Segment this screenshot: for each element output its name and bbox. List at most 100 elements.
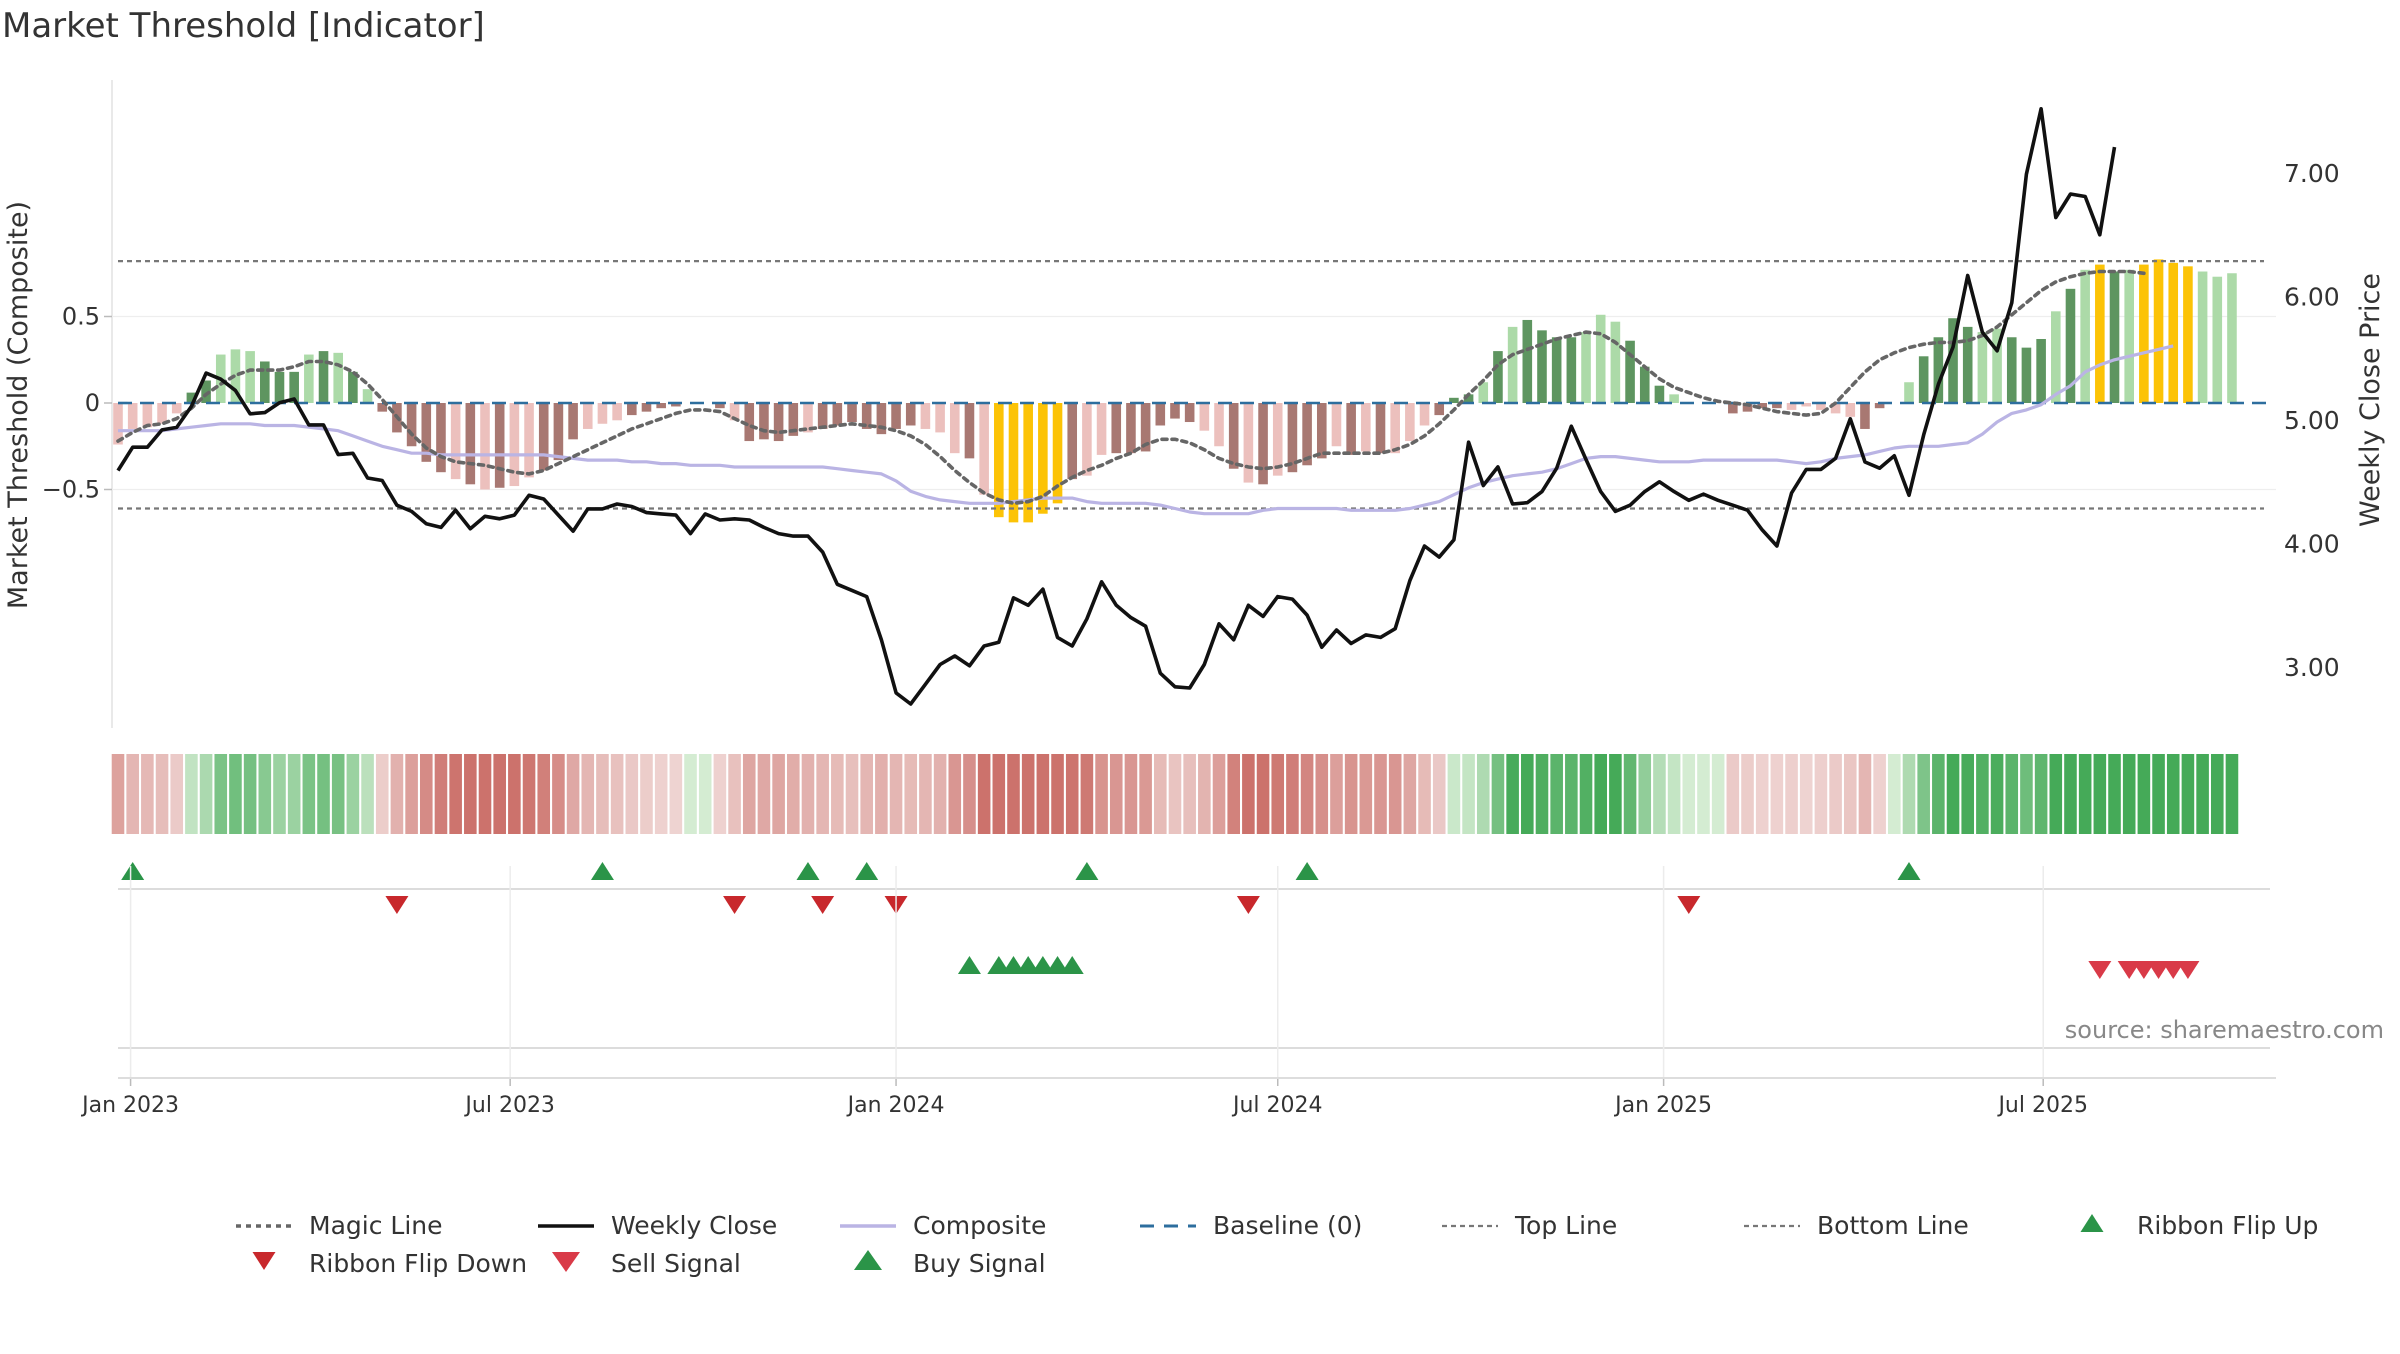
composite-bar-119	[1860, 403, 1870, 429]
composite-bar-139	[2153, 259, 2164, 403]
ribbon-flip-up-marker-1	[590, 862, 614, 880]
ribbon-cell-44	[757, 754, 771, 834]
sell-signal-marker-0	[2088, 961, 2112, 979]
composite-bar-77	[1243, 403, 1254, 483]
composite-bar-110	[1728, 403, 1738, 414]
legend-item-0: Magic Line	[236, 1211, 443, 1240]
composite-bar-106	[1669, 394, 1679, 403]
composite-bar-53	[891, 403, 901, 429]
ribbon-strip	[111, 754, 2239, 834]
ribbon-cell-86	[1374, 754, 1387, 834]
composite-bar-94	[1493, 351, 1503, 403]
composite-bar-80	[1287, 403, 1298, 473]
ribbon-cell-26	[493, 754, 506, 834]
composite-bar-13	[304, 354, 314, 403]
ribbon-cell-41	[713, 754, 727, 834]
ribbon-cell-28	[522, 754, 536, 834]
ribbon-cell-56	[933, 754, 947, 834]
y2-axis-label: Weekly Close Price	[2355, 273, 2386, 527]
composite-bar-34	[612, 403, 622, 421]
composite-bar-44	[759, 403, 769, 440]
composite-bar-105	[1654, 385, 1665, 403]
composite-bar-75	[1214, 403, 1224, 447]
ribbon-cell-62	[1021, 754, 1035, 834]
ribbon-cell-18	[375, 754, 389, 834]
composite-bar-116	[1816, 403, 1826, 410]
ribbon-cell-77	[1242, 754, 1255, 834]
ribbon-cell-75	[1212, 754, 1226, 834]
composite-bar-61	[1008, 403, 1019, 523]
composite-bar-88	[1405, 403, 1415, 442]
composite-bar-91	[1449, 397, 1459, 403]
composite-bar-128	[1992, 328, 2002, 403]
ribbon-cell-107	[1682, 754, 1696, 834]
ribbon-cell-23	[449, 754, 462, 834]
y-axis-ticks: 0.5 0 −0.5	[42, 303, 112, 504]
composite-bar-64	[1052, 403, 1063, 504]
ribbon-cell-143	[2210, 754, 2224, 834]
legend-item-4: Top Line	[1442, 1211, 1617, 1240]
sell-signal-marker-1	[2117, 961, 2141, 979]
ribbon-cell-135	[2093, 754, 2107, 834]
ribbon-cell-125	[1946, 754, 1960, 834]
composite-bar-97	[1537, 330, 1547, 403]
y2-tick-label-4: 3.00	[2284, 653, 2340, 682]
composite-bar-30	[553, 403, 564, 461]
ribbon-flip-down-marker-2	[811, 896, 835, 914]
ribbon-cell-127	[1976, 754, 1989, 834]
ribbon-cell-138	[2137, 754, 2151, 834]
ribbon-cell-136	[2108, 754, 2121, 834]
ribbon-cell-25	[478, 754, 492, 834]
composite-bars	[113, 259, 2237, 523]
buy-signal-marker-5	[1046, 956, 1070, 974]
composite-bar-144	[2227, 273, 2237, 403]
ribbon-cell-43	[742, 754, 756, 834]
magic-line	[116, 269, 2146, 506]
composite-bar-2	[142, 403, 153, 428]
composite-bar-140	[2168, 262, 2179, 403]
ribbon-cell-55	[919, 754, 932, 834]
x-axis-ticks: Jan 2023 Jul 2023 Jan 2024 Jul 2024 Jan 2025…	[80, 866, 2276, 1118]
ribbon-cell-61	[1007, 754, 1020, 834]
ribbon-cell-134	[2078, 754, 2092, 834]
y2-tick-label-2: 5.00	[2284, 406, 2340, 435]
ribbon-cell-90	[1432, 754, 1446, 834]
ribbon-cell-104	[1638, 754, 1652, 834]
ribbon-cell-111	[1741, 754, 1754, 834]
composite-bar-58	[964, 403, 975, 459]
ribbon-cell-88	[1403, 754, 1417, 834]
composite-bar-20	[406, 403, 417, 447]
ribbon-cell-71	[1154, 754, 1167, 834]
composite-bar-0	[113, 403, 123, 445]
ribbon-cell-91	[1447, 754, 1461, 834]
composite-bar-102	[1610, 321, 1621, 403]
ribbon-cell-63	[1036, 754, 1050, 834]
composite-bar-27	[509, 403, 520, 487]
x-tick-label-5: Jul 2025	[1996, 1093, 2088, 1118]
composite-bar-43	[744, 403, 755, 442]
ribbon-flip-up-marker-2	[796, 862, 820, 880]
ribbon-cell-60	[992, 754, 1006, 834]
main-lines	[116, 107, 2174, 706]
composite-bar-15	[333, 352, 343, 403]
composite-bar-130	[2021, 347, 2032, 403]
composite-bar-56	[935, 403, 945, 433]
composite-bar-120	[1874, 403, 1885, 409]
composite-bar-93	[1478, 382, 1489, 403]
legend-item-2: Composite	[840, 1211, 1046, 1240]
composite-bar-5	[186, 392, 197, 403]
legend-label-0: Magic Line	[309, 1211, 443, 1240]
composite-bar-12	[289, 371, 299, 403]
ribbon-cell-140	[2166, 754, 2180, 834]
composite-bar-122	[1904, 382, 1914, 403]
composite-bar-3	[157, 403, 167, 424]
ribbon-flip-up-marker-5	[1295, 862, 1319, 880]
legend-label-2: Composite	[913, 1211, 1046, 1240]
ribbon-cell-95	[1506, 754, 1519, 834]
legend-label-9: Buy Signal	[913, 1249, 1046, 1278]
ribbon-cell-101	[1594, 754, 1608, 834]
y-axis-label: Market Threshold (Composite)	[3, 201, 34, 609]
composite-bar-4	[171, 403, 182, 414]
ribbon-cell-35	[625, 754, 639, 834]
